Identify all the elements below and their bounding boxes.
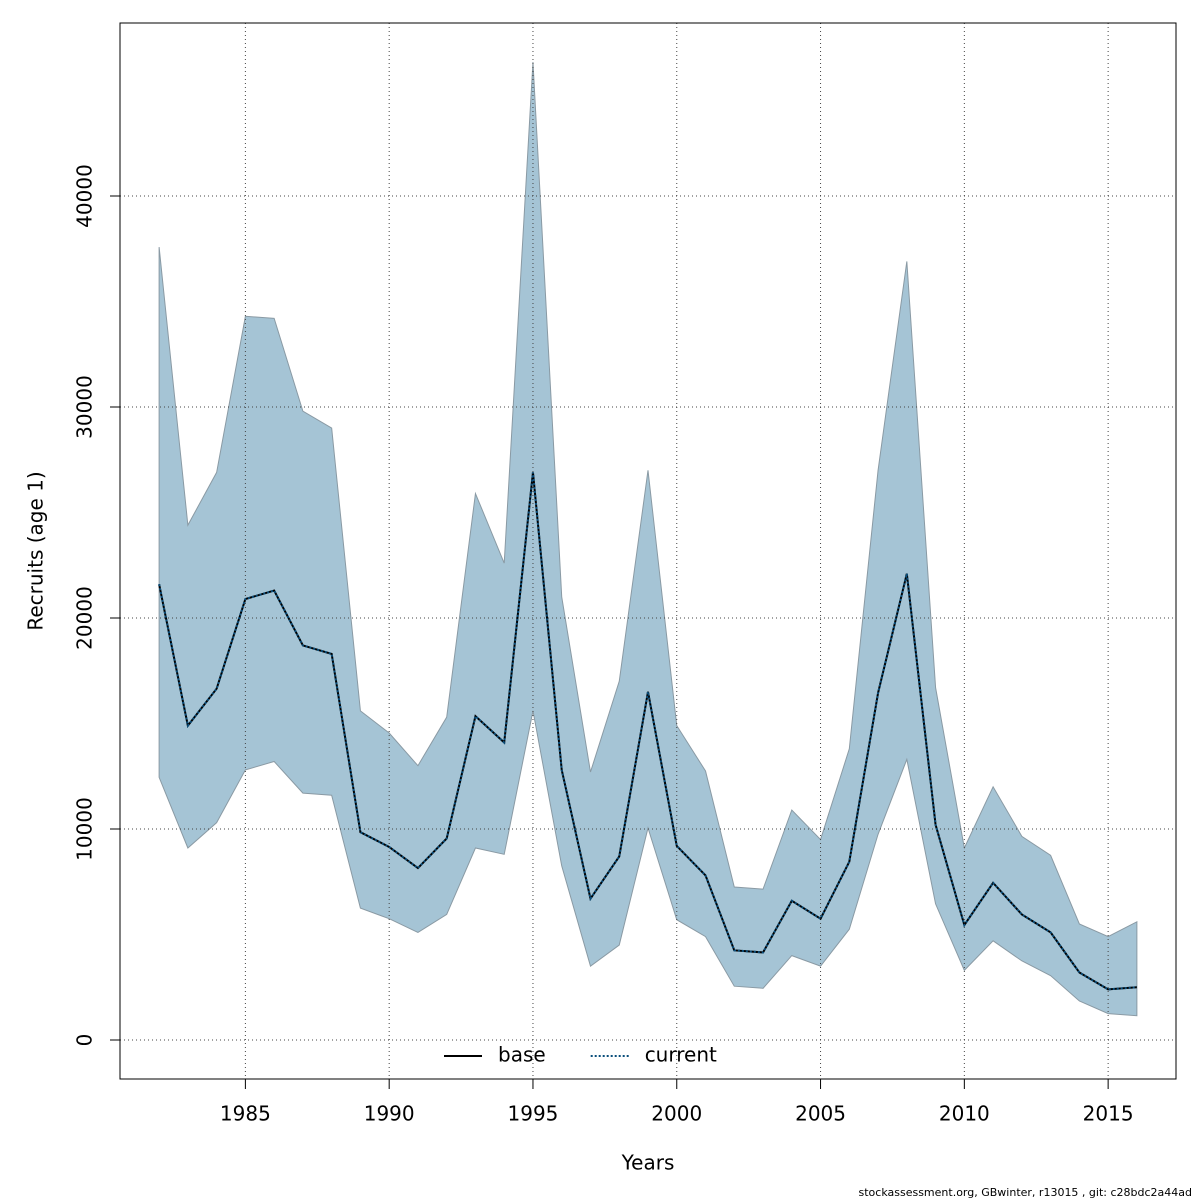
legend-label: base [498, 1043, 546, 1067]
x-tick-label: 1985 [220, 1102, 271, 1126]
legend-label: current [645, 1043, 717, 1067]
confidence-band [158, 61, 1138, 1017]
y-tick-label: 10000 [73, 797, 97, 861]
y-tick-label: 40000 [73, 164, 97, 228]
x-tick-label: 2005 [795, 1102, 846, 1126]
footer: stockassessment.org, GBwinter, r13015 , … [859, 1186, 1193, 1199]
y-tick-label: 30000 [73, 375, 97, 439]
x-tick-label: 1995 [508, 1102, 559, 1126]
x-tick-label: 1990 [364, 1102, 415, 1126]
x-tick-label: 2010 [939, 1102, 990, 1126]
x-tick-label: 2015 [1083, 1102, 1134, 1126]
x-tick-label: 2000 [651, 1102, 702, 1126]
y-tick-label: 0 [73, 1034, 97, 1047]
plot-frame [119, 22, 1177, 1080]
x-axis-label: Years [621, 1151, 675, 1175]
y-axis-label: Recruits (age 1) [24, 471, 48, 630]
y-tick-label: 20000 [73, 586, 97, 650]
series-line [158, 472, 1137, 991]
